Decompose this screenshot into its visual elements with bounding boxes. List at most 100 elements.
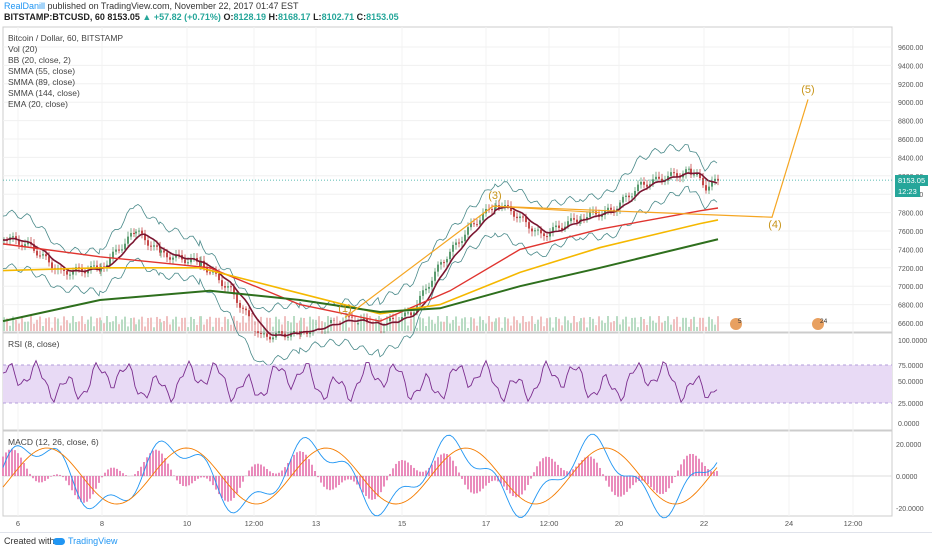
volume-bar <box>106 316 108 331</box>
candle-body <box>224 286 226 288</box>
volume-bar <box>147 318 149 331</box>
candle-body <box>144 233 146 241</box>
volume-bar <box>42 325 44 331</box>
volume-bar <box>321 321 323 331</box>
volume-bar <box>425 325 427 331</box>
volume-bar <box>592 318 594 331</box>
volume-bar <box>531 316 533 331</box>
elliott-wave-path <box>344 99 809 318</box>
price-tick-label: 9400.00 <box>898 63 923 70</box>
volume-bar <box>607 316 609 331</box>
open-label: O: <box>223 12 234 22</box>
volume-bar <box>540 316 542 331</box>
legend-bb[interactable]: BB (20, close, 2) <box>8 55 71 65</box>
candle-body <box>12 236 14 238</box>
candle-body <box>561 227 563 230</box>
volume-bar <box>458 325 460 331</box>
volume-bar <box>398 323 400 331</box>
volume-bar <box>330 323 332 331</box>
candle-body <box>482 213 484 221</box>
date-tick-label: 12:00 <box>540 519 559 528</box>
volume-bar <box>643 318 645 331</box>
legend-smma144[interactable]: SMMA (144, close) <box>8 88 80 98</box>
author-link[interactable]: RealDanill <box>4 1 46 11</box>
tradingview-logo[interactable]: TradingView <box>53 536 118 546</box>
countdown-tag: 12:23 <box>895 186 920 197</box>
volume-bar <box>118 324 120 331</box>
candle-body <box>404 312 406 318</box>
volume-bar <box>336 316 338 331</box>
volume-bar <box>348 327 350 331</box>
volume-bar <box>601 320 603 331</box>
volume-bar <box>476 325 478 331</box>
candle-body <box>446 259 448 263</box>
candle-body <box>212 271 214 273</box>
volume-bar <box>124 316 126 331</box>
volume-bar <box>150 317 152 331</box>
volume-bar <box>380 319 382 331</box>
volume-bar <box>519 323 521 331</box>
legend-vol[interactable]: Vol (20) <box>8 44 38 54</box>
date-tick-label: 20 <box>615 519 623 528</box>
candle-body <box>230 286 232 288</box>
volume-bar <box>87 319 89 331</box>
volume-bar <box>175 316 177 331</box>
volume-bar <box>84 324 86 331</box>
chart-canvas[interactable]: 9600.00 9400.00 9200.00 9000.00 8800.00 8600.… <box>0 0 932 532</box>
volume-bar <box>60 325 62 331</box>
legend-smma89[interactable]: SMMA (89, close) <box>8 77 76 87</box>
candle-body <box>133 232 135 234</box>
volume-bar <box>558 318 560 331</box>
volume-bar <box>549 317 551 331</box>
cloud-icon <box>53 538 65 546</box>
date-tick-label: 12:00 <box>245 519 264 528</box>
candle-body <box>522 216 524 218</box>
volume-bar <box>658 316 660 331</box>
candle-body <box>688 168 690 170</box>
volume-bar <box>9 325 11 331</box>
candle-body <box>628 195 630 198</box>
volume-bar <box>306 326 308 331</box>
volume-bar <box>699 317 701 331</box>
volume-bar <box>51 327 53 331</box>
volume-bar <box>190 316 192 331</box>
volume-bar <box>443 321 445 331</box>
volume-bar <box>428 316 430 331</box>
candle-body <box>39 255 41 257</box>
volume-bar <box>375 322 377 331</box>
volume-bar <box>516 320 518 331</box>
volume-bar <box>507 318 509 331</box>
candle-body <box>245 308 247 311</box>
volume-bar <box>239 322 241 331</box>
volume-bar <box>112 321 114 331</box>
volume-bar <box>446 316 448 331</box>
candle-body <box>115 249 117 252</box>
volume-bar <box>196 324 198 331</box>
candle-body <box>528 222 530 229</box>
candle-body <box>330 320 332 324</box>
candle-body <box>109 258 111 265</box>
volume-bar <box>467 327 469 331</box>
volume-bar <box>410 318 412 331</box>
legend-ema20[interactable]: EMA (20, close) <box>8 99 68 109</box>
rsi-pane-label[interactable]: RSI (8, close) <box>8 339 60 349</box>
volume-bar <box>595 325 597 331</box>
volume-bar <box>670 324 672 331</box>
candle-body <box>81 268 83 272</box>
volume-bar <box>419 317 421 331</box>
volume-bar <box>215 317 217 331</box>
volume-bar <box>589 316 591 331</box>
volume-bar <box>121 319 123 331</box>
legend-smma55[interactable]: SMMA (55, close) <box>8 66 76 76</box>
volume-bar <box>200 316 202 331</box>
candle-body <box>300 328 302 335</box>
symbol-info: BITSTAMP:BTCUSD, 60 8153.05 ▲ +57.82 (+0… <box>4 12 399 22</box>
volume-bar <box>296 322 298 331</box>
candle-body <box>218 273 220 281</box>
volume-bar <box>103 323 105 331</box>
bb-upper-line <box>2 143 718 313</box>
candle-body <box>239 302 241 308</box>
bb-lower-line <box>2 185 718 367</box>
price-change: +57.82 (+0.71%) <box>153 12 221 22</box>
macd-pane-label[interactable]: MACD (12, 26, close, 6) <box>8 437 99 447</box>
